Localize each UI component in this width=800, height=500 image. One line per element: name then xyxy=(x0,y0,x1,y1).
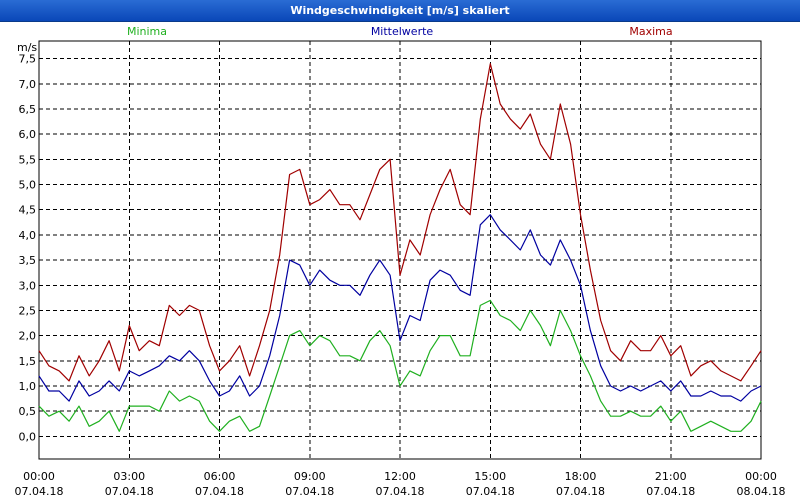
x-tick-time: 09:00 xyxy=(294,470,326,483)
y-tick-label: 7,0 xyxy=(19,78,37,91)
x-tick-date: 07.04.18 xyxy=(15,485,64,498)
x-tick-time: 12:00 xyxy=(384,470,416,483)
x-tick-time: 21:00 xyxy=(655,470,687,483)
x-tick-date: 07.04.18 xyxy=(376,485,425,498)
legend-minima: Minima xyxy=(127,25,167,38)
x-tick-time: 15:00 xyxy=(474,470,506,483)
x-tick-time: 18:00 xyxy=(565,470,597,483)
x-tick-date: 07.04.18 xyxy=(466,485,515,498)
x-tick-time: 00:00 xyxy=(745,470,777,483)
legend-maxima: Maxima xyxy=(629,25,672,38)
x-tick-date: 07.04.18 xyxy=(556,485,605,498)
series-line-minima xyxy=(38,299,762,432)
y-tick-label: 5,0 xyxy=(19,179,37,192)
y-tick-label: 6,5 xyxy=(19,103,37,116)
y-tick-label: 5,5 xyxy=(19,153,37,166)
y-tick-label: 2,5 xyxy=(19,304,37,317)
x-tick-date: 07.04.18 xyxy=(285,485,334,498)
y-axis-unit-label: m/s xyxy=(17,41,37,54)
y-tick-label: 2,0 xyxy=(19,330,37,343)
x-tick-time: 06:00 xyxy=(204,470,236,483)
x-tick-date: 07.04.18 xyxy=(646,485,695,498)
y-tick-label: 7,5 xyxy=(19,53,37,66)
series-line-maxima xyxy=(38,63,762,382)
y-tick-label: 4,5 xyxy=(19,204,37,217)
x-tick-date: 07.04.18 xyxy=(105,485,154,498)
y-tick-label: 3,5 xyxy=(19,254,37,267)
y-tick-label: 0,5 xyxy=(19,405,37,418)
y-tick-label: 4,0 xyxy=(19,229,37,242)
x-tick-time: 03:00 xyxy=(113,470,145,483)
x-tick-time: 00:00 xyxy=(23,470,55,483)
chart-title-bar: Windgeschwindigkeit [m/s] skaliert xyxy=(0,0,800,22)
legend-mittelwerte: Mittelwerte xyxy=(371,25,434,38)
y-tick-label: 1,0 xyxy=(19,380,37,393)
chart-title: Windgeschwindigkeit [m/s] skaliert xyxy=(290,4,510,17)
y-tick-label: 3,0 xyxy=(19,279,37,292)
plot-area xyxy=(38,40,762,460)
x-tick-date: 08.04.18 xyxy=(737,485,786,498)
y-tick-label: 6,0 xyxy=(19,128,37,141)
y-tick-label: 1,5 xyxy=(19,355,37,368)
y-tick-label: 0,0 xyxy=(19,430,37,443)
x-tick-date: 07.04.18 xyxy=(195,485,244,498)
series-line-mittelwerte xyxy=(38,214,762,402)
